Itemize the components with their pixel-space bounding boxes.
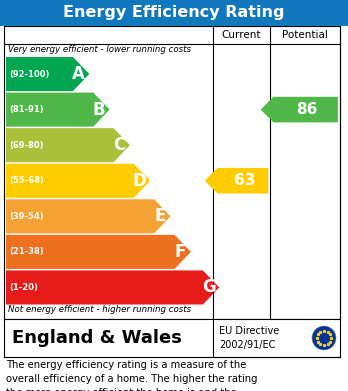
Text: C: C [113, 136, 125, 154]
Text: EU Directive
2002/91/EC: EU Directive 2002/91/EC [219, 326, 279, 350]
Circle shape [312, 326, 336, 350]
Text: (55-68): (55-68) [9, 176, 44, 185]
Text: E: E [154, 207, 166, 225]
Polygon shape [6, 235, 191, 269]
Text: G: G [202, 278, 215, 296]
Polygon shape [6, 164, 150, 198]
Text: D: D [133, 172, 147, 190]
Text: The energy efficiency rating is a measure of the
overall efficiency of a home. T: The energy efficiency rating is a measur… [6, 360, 258, 391]
Text: Not energy efficient - higher running costs: Not energy efficient - higher running co… [8, 305, 191, 314]
Text: 86: 86 [296, 102, 318, 117]
Text: (39-54): (39-54) [9, 212, 44, 221]
Text: B: B [93, 100, 105, 118]
Polygon shape [205, 168, 268, 194]
Text: (92-100): (92-100) [9, 70, 49, 79]
Polygon shape [6, 199, 171, 233]
Text: (69-80): (69-80) [9, 141, 44, 150]
Text: Very energy efficient - lower running costs: Very energy efficient - lower running co… [8, 45, 191, 54]
Text: 63: 63 [234, 173, 255, 188]
Polygon shape [261, 97, 338, 122]
Polygon shape [6, 128, 130, 162]
Polygon shape [6, 57, 89, 91]
Text: A: A [72, 65, 85, 83]
Polygon shape [6, 93, 110, 127]
Text: (1-20): (1-20) [9, 283, 38, 292]
Text: (21-38): (21-38) [9, 248, 44, 256]
Bar [4, 319, 340, 357]
Text: F: F [175, 243, 186, 261]
Bar [0, 0, 348, 26]
Text: Energy Efficiency Rating: Energy Efficiency Rating [63, 5, 285, 20]
Text: England & Wales: England & Wales [12, 329, 182, 347]
Bar [4, 26, 340, 319]
Text: Current: Current [222, 30, 261, 40]
Text: Potential: Potential [282, 30, 328, 40]
Text: (81-91): (81-91) [9, 105, 44, 114]
Polygon shape [6, 271, 219, 305]
